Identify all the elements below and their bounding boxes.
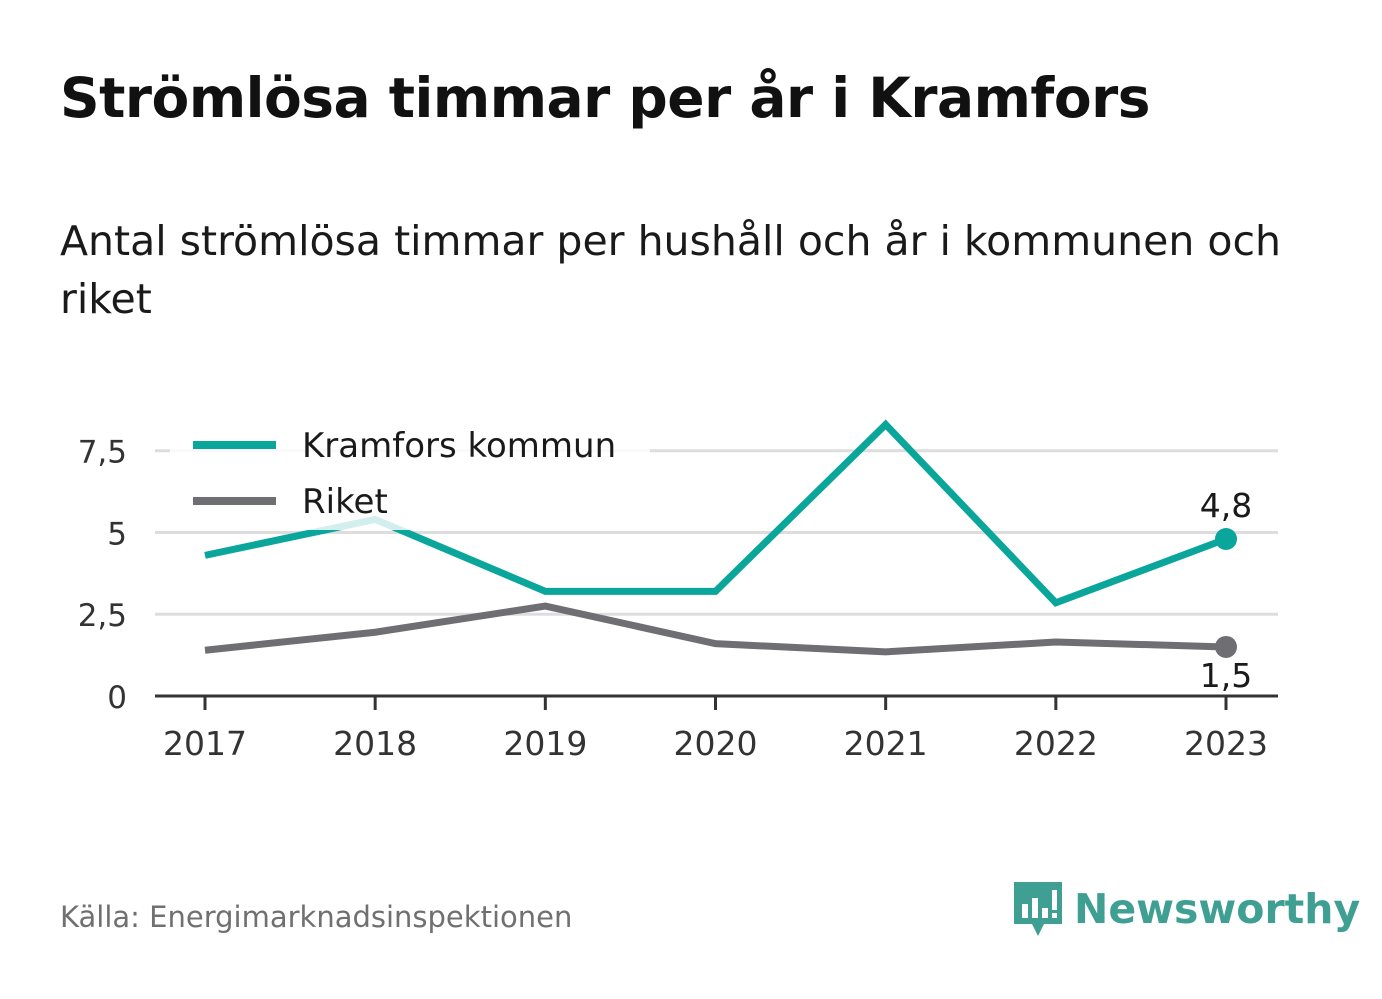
y-tick-label: 7,5 [78,435,127,471]
end-point-riket [1215,635,1237,658]
x-tick-label: 2017 [163,724,247,763]
newsworthy-logo-icon [1014,882,1062,936]
series-line-riket [204,602,1227,656]
end-point-kramfors [1215,528,1237,551]
brand-name: Newsworthy [1074,885,1361,933]
x-tick-label: 2020 [674,724,758,763]
brand-logo: Newsworthy [1010,878,1360,940]
y-tick-label: 0 [107,680,127,716]
chart-title: Strömlösa timmar per år i Kramfors [60,66,1150,130]
legend-background [170,418,650,530]
x-tick-label: 2023 [1184,724,1268,763]
x-tick-label: 2019 [503,724,587,763]
legend-label-kramfors: Kramfors kommun [302,426,616,466]
x-tick-label: 2022 [1014,724,1098,763]
data-label-riket: 1,5 [1200,656,1252,695]
x-tick-label: 2021 [844,724,928,763]
x-tick-label: 2018 [333,724,417,763]
chart-subtitle: Antal strömlösa timmar per hushåll och å… [60,217,1281,323]
source-note: Källa: Energimarknadsinspektionen [60,900,573,934]
data-label-kramfors: 4,8 [1200,486,1252,525]
legend-label-riket: Riket [302,482,388,522]
y-tick-label: 2,5 [78,598,127,634]
y-tick-label: 5 [107,516,127,552]
